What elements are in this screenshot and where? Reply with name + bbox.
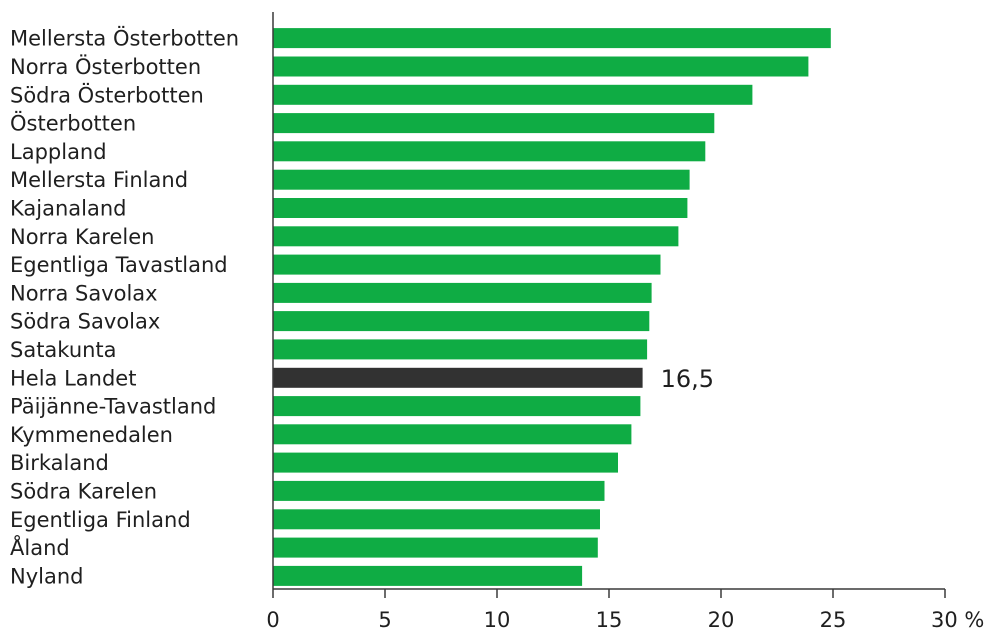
- bar-kajanaland: [273, 198, 688, 218]
- category-label-birkaland: Birkaland: [10, 451, 109, 475]
- bar-osterbotten: [273, 113, 715, 134]
- bar-egentliga-tavastland: [273, 254, 661, 275]
- category-label-egentliga-tavastland: Egentliga Tavastland: [10, 253, 228, 277]
- bar-hela-landet: [273, 367, 643, 388]
- bar-sodra-savolax: [273, 311, 650, 332]
- x-tick-label-30: 30 %: [931, 608, 984, 631]
- bar-norra-karelen: [273, 226, 679, 247]
- x-tick-label-25: 25: [820, 608, 847, 631]
- bar-norra-osterbotten: [273, 56, 809, 77]
- bars-group: [273, 28, 831, 586]
- bar-aland: [273, 537, 598, 558]
- category-label-norra-karelen: Norra Karelen: [10, 225, 154, 249]
- bar-mellersta-finland: [273, 169, 690, 190]
- bar-egentliga-finland: [273, 509, 600, 530]
- data-labels: 16,5: [661, 365, 714, 393]
- category-label-osterbotten: Österbotten: [10, 111, 136, 136]
- category-label-hela-landet: Hela Landet: [10, 366, 136, 390]
- category-label-sodra-savolax: Södra Savolax: [10, 310, 160, 334]
- category-label-kymmenedalen: Kymmenedalen: [10, 423, 173, 447]
- category-label-aland: Åland: [10, 534, 70, 560]
- x-tick-label-20: 20: [708, 608, 735, 631]
- category-label-norra-osterbotten: Norra Österbotten: [10, 54, 201, 79]
- category-labels: Mellersta Österbotten Norra Österbotten Sö…: [10, 26, 239, 589]
- x-tick-label-5: 5: [378, 608, 391, 631]
- bar-sodra-karelen: [273, 480, 605, 501]
- bar-satakunta: [273, 339, 648, 360]
- x-axis-ticks: 0 5 10 15 20 25 30 %: [266, 589, 984, 631]
- bar-nyland: [273, 565, 583, 586]
- bar-kymmenedalen: [273, 424, 632, 445]
- data-label-hela-landet: 16,5: [661, 365, 714, 393]
- x-tick-label-10: 10: [484, 608, 511, 631]
- category-label-satakunta: Satakunta: [10, 338, 117, 362]
- bar-lappland: [273, 141, 706, 162]
- x-tick-label-0: 0: [266, 608, 279, 631]
- category-label-mellersta-finland: Mellersta Finland: [10, 168, 188, 192]
- bar-norra-savolax: [273, 282, 652, 303]
- category-label-sodra-karelen: Södra Karelen: [10, 479, 157, 503]
- bar-paijanne-tavastland: [273, 396, 641, 417]
- category-label-sodra-osterbotten: Södra Österbotten: [10, 82, 204, 107]
- category-label-mellersta-osterbotten: Mellersta Österbotten: [10, 26, 239, 51]
- category-label-nyland: Nyland: [10, 564, 83, 588]
- category-label-paijanne-tavastland: Päijänne-Tavastland: [10, 395, 216, 419]
- category-label-norra-savolax: Norra Savolax: [10, 281, 158, 305]
- bar-birkaland: [273, 452, 618, 473]
- bar-sodra-osterbotten: [273, 84, 753, 105]
- x-tick-label-15: 15: [596, 608, 623, 631]
- category-label-lappland: Lappland: [10, 140, 107, 164]
- bar-mellersta-osterbotten: [273, 28, 831, 49]
- category-label-kajanaland: Kajanaland: [10, 197, 127, 221]
- category-label-egentliga-finland: Egentliga Finland: [10, 508, 191, 532]
